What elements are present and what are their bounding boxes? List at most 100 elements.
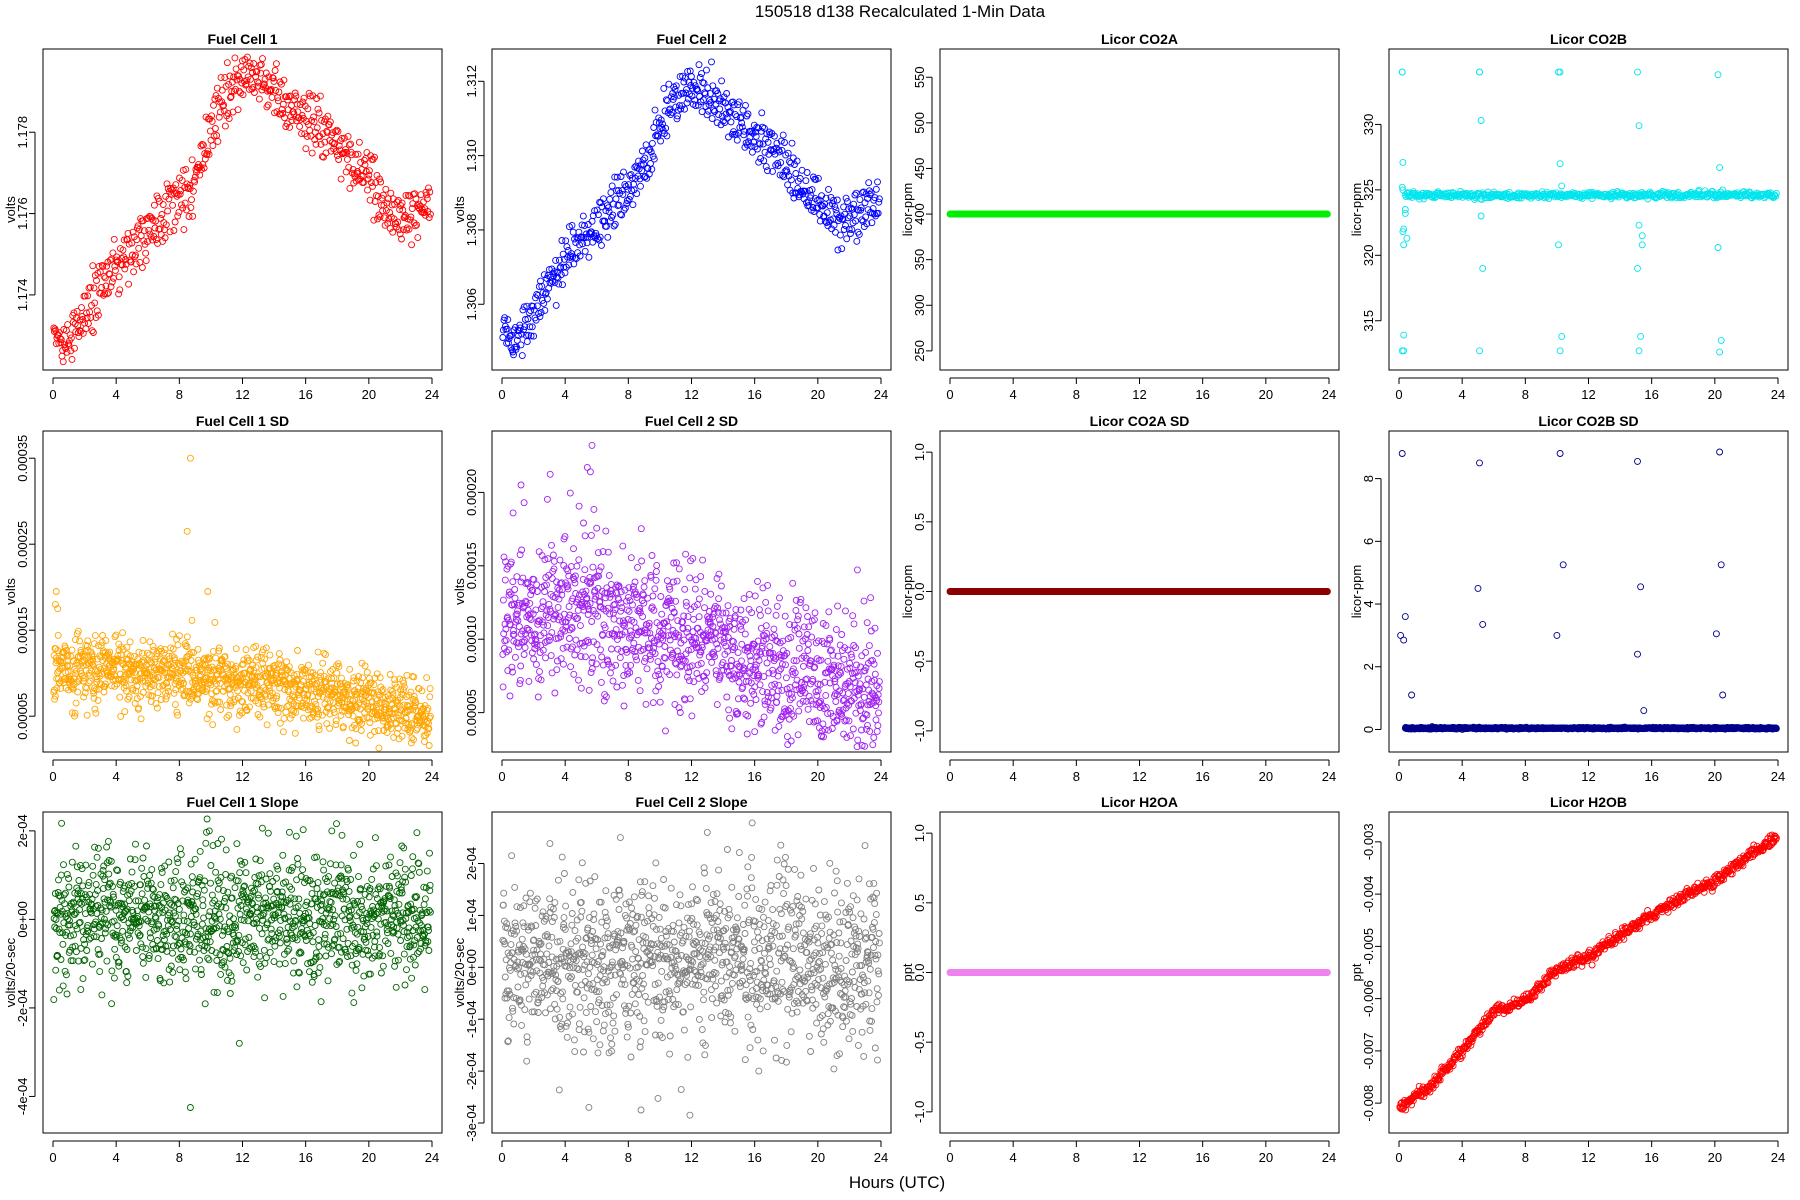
data-point: [158, 211, 166, 218]
data-point: [649, 592, 657, 600]
data-point: [373, 171, 381, 179]
data-point: [208, 117, 216, 125]
data-point: [91, 632, 99, 640]
data-point: [1616, 191, 1624, 199]
data-point: [78, 313, 86, 320]
data-point: [683, 99, 691, 107]
data-point: [274, 97, 282, 105]
data-point: [673, 115, 681, 123]
data-point: [140, 237, 148, 245]
data-point: [349, 165, 357, 173]
y-tick-label: -1.0: [912, 720, 927, 742]
data-point: [133, 236, 141, 244]
y-tick-label: 1.312: [464, 65, 479, 98]
data-point: [857, 204, 865, 212]
data-point: [703, 111, 711, 119]
data-point: [425, 742, 433, 749]
data-point: [232, 645, 240, 653]
data-point: [743, 141, 751, 149]
data-point: [858, 189, 866, 197]
data-point: [764, 607, 772, 615]
data-point: [648, 139, 656, 147]
data-point: [648, 165, 656, 173]
y-tick-label: 400: [912, 203, 927, 225]
x-tick-label: 12: [1132, 387, 1146, 402]
data-point: [398, 235, 405, 243]
outlier-point: [1635, 221, 1643, 229]
data-point: [784, 149, 792, 157]
data-point: [226, 72, 234, 80]
data-point: [855, 230, 863, 238]
data-point: [731, 111, 739, 119]
data-point: [584, 221, 592, 228]
data-point: [214, 137, 222, 145]
data-point: [94, 311, 102, 319]
data-point: [305, 661, 312, 669]
data-point: [110, 274, 117, 282]
data-point: [832, 683, 840, 691]
data-point: [106, 270, 114, 278]
data-point: [199, 141, 207, 149]
data-point: [581, 653, 589, 661]
plot-frame: [1388, 48, 1789, 371]
data-point: [546, 470, 554, 478]
data-point: [124, 229, 132, 237]
data-point: [788, 139, 796, 147]
data-point: [804, 705, 812, 713]
data-point: [781, 612, 789, 620]
data-point: [706, 96, 714, 104]
data-point: [118, 254, 126, 262]
data-point: [863, 619, 871, 627]
x-tick-label: 0: [946, 769, 953, 784]
data-point: [649, 699, 657, 707]
x-tick-label: 20: [1259, 769, 1273, 784]
x-tick-label: 0: [946, 387, 953, 402]
data-point: [581, 566, 589, 574]
data-point: [128, 239, 136, 247]
data-point: [561, 533, 569, 541]
data-point: [89, 262, 97, 270]
data-point: [318, 711, 326, 719]
data-point: [98, 283, 106, 291]
data-point: [760, 157, 768, 165]
data-point: [370, 216, 378, 224]
data-point: [176, 190, 184, 198]
data-point: [833, 196, 841, 204]
data-point: [56, 335, 64, 342]
data-point: [652, 687, 660, 695]
x-tick-label: 20: [811, 387, 825, 402]
data-point: [857, 206, 865, 214]
data-point: [185, 213, 193, 220]
data-point: [653, 131, 661, 139]
data-point: [61, 341, 68, 349]
data-point: [850, 620, 858, 628]
data-point: [564, 585, 572, 593]
data-point: [511, 594, 519, 602]
data-point: [181, 199, 189, 207]
data-point: [298, 130, 305, 138]
data-point: [510, 351, 517, 359]
outlier-point: [1634, 68, 1641, 76]
data-point: [822, 194, 830, 202]
y-tick-label: 550: [912, 66, 927, 88]
data-point: [360, 156, 368, 164]
data-point: [335, 142, 343, 150]
data-point: [345, 737, 353, 744]
outlier-point: [1558, 332, 1566, 340]
outlier-point: [1635, 347, 1643, 355]
data-point: [374, 192, 382, 200]
data-point: [672, 82, 680, 90]
data-point: [536, 668, 543, 676]
data-point: [335, 156, 343, 163]
data-point: [748, 148, 756, 156]
y-axis-label: volts: [452, 196, 467, 223]
data-point: [85, 284, 93, 292]
data-point: [591, 207, 599, 215]
data-point: [296, 122, 304, 130]
data-point: [777, 137, 785, 145]
data-point: [352, 150, 360, 158]
data-point: [781, 139, 788, 146]
data-point: [310, 118, 318, 126]
